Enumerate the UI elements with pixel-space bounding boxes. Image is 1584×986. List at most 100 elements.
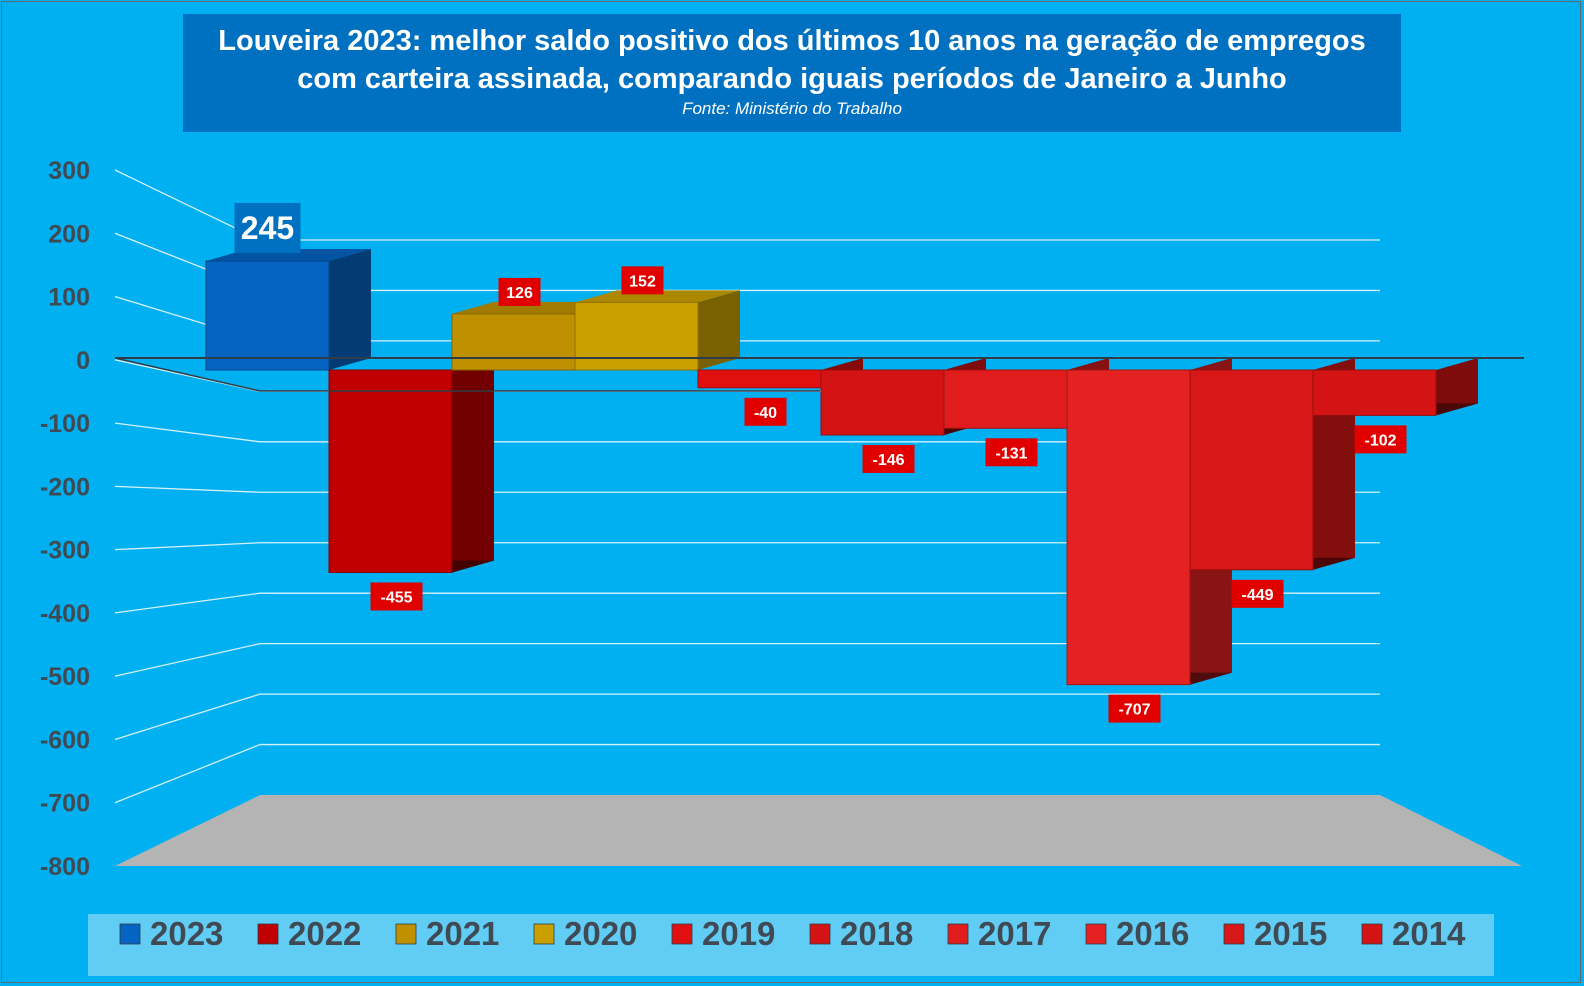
y-tick-label: -100 xyxy=(40,410,90,438)
legend-item-2023: 2023 xyxy=(119,915,223,952)
legend-swatch xyxy=(1085,923,1107,945)
legend-label: 2015 xyxy=(1254,915,1327,952)
legend-swatch xyxy=(257,923,279,945)
bar-side xyxy=(1436,358,1478,416)
data-labels: 245 -455 126 152 -40 -146 -131 -707 -449 -102 xyxy=(234,202,1407,723)
bar-2023 xyxy=(205,248,371,371)
legend-label: 2017 xyxy=(978,915,1051,952)
data-label-text: 245 xyxy=(241,210,294,246)
y-tick-label: -500 xyxy=(40,663,90,691)
bar-front xyxy=(697,369,822,389)
bars xyxy=(205,248,1478,686)
legend-label: 2014 xyxy=(1392,915,1466,952)
data-label-2014: -102 xyxy=(1354,425,1407,454)
bar-front xyxy=(451,313,576,371)
bar-front xyxy=(1066,369,1191,686)
legend-label: 2021 xyxy=(426,915,499,952)
legend-swatch xyxy=(947,923,969,945)
legend-label: 2023 xyxy=(150,915,223,952)
data-label-box xyxy=(234,202,301,253)
bar-2014 xyxy=(1312,358,1478,416)
y-tick-label: -200 xyxy=(40,473,90,501)
legend-item-2019: 2019 xyxy=(671,915,775,952)
chart-source: Fonte: Ministério do Trabalho xyxy=(682,99,902,118)
y-axis-ticks: 300 200 100 0 -100 -200 -300 -400 -500 -600 -700 -8… xyxy=(40,157,90,881)
data-label-text: 126 xyxy=(506,285,533,302)
y-tick-label: -800 xyxy=(40,853,90,881)
data-label-box xyxy=(1231,579,1284,608)
legend-item-2022: 2022 xyxy=(257,915,361,952)
data-label-box xyxy=(862,444,915,473)
y-tick-label: -700 xyxy=(40,790,90,818)
side-gridline xyxy=(114,743,261,804)
y-tick-label: 0 xyxy=(76,347,90,375)
data-label-text: -40 xyxy=(754,405,777,422)
bar-front xyxy=(328,369,453,573)
data-label-2017: -131 xyxy=(985,438,1038,467)
legend-item-2015: 2015 xyxy=(1223,915,1327,952)
side-gridline xyxy=(114,643,261,677)
legend-swatch xyxy=(395,923,417,945)
legend-swatch xyxy=(533,923,555,945)
data-label-text: -102 xyxy=(1364,432,1396,449)
bar-side xyxy=(698,290,740,370)
chart-title-line-2: com carteira assinada, comparando iguais… xyxy=(297,63,1287,95)
y-tick-label: -600 xyxy=(40,726,90,754)
legend-item-2020: 2020 xyxy=(533,915,637,952)
data-label-text: 152 xyxy=(629,273,656,290)
data-label-2015: -449 xyxy=(1231,579,1284,608)
legend-item-2021: 2021 xyxy=(395,915,499,952)
zero-line xyxy=(114,357,1524,392)
bar-side xyxy=(452,358,494,573)
data-label-box xyxy=(985,438,1038,467)
side-gridline xyxy=(114,693,261,741)
bar-side xyxy=(329,248,371,370)
bar-front xyxy=(1312,369,1437,416)
data-label-2019: -40 xyxy=(744,397,787,426)
legend-swatch xyxy=(1223,923,1245,945)
chart-floor xyxy=(115,795,1522,866)
chart-title-line-1: Louveira 2023: melhor saldo positivo dos… xyxy=(218,25,1366,57)
y-tick-label: -300 xyxy=(40,537,90,565)
side-gridline xyxy=(114,592,261,614)
data-label-2020: 152 xyxy=(621,266,664,295)
data-label-text: -455 xyxy=(380,589,412,606)
data-label-text: -146 xyxy=(872,452,904,469)
data-label-text: -449 xyxy=(1241,587,1273,604)
legend-item-2017: 2017 xyxy=(947,915,1051,952)
bar-cap xyxy=(575,290,740,303)
y-tick-label: 100 xyxy=(48,284,90,312)
floor-plane xyxy=(115,795,1522,866)
legend-label: 2016 xyxy=(1116,915,1189,952)
side-gridline xyxy=(114,422,261,443)
data-label-box xyxy=(370,582,423,611)
side-gridline xyxy=(114,485,261,493)
legend: 2023 2022 2021 2020 2019 2018 2017 2016 2015 2014 xyxy=(119,915,1466,952)
zero-axis-diagonal xyxy=(114,357,261,392)
legend-item-2014: 2014 xyxy=(1361,915,1466,952)
data-label-2018: -146 xyxy=(862,444,915,473)
data-label-box xyxy=(621,266,664,295)
legend-swatch xyxy=(1361,923,1383,945)
legend-swatch xyxy=(671,923,693,945)
data-label-text: -131 xyxy=(995,445,1027,462)
legend-swatch xyxy=(119,923,141,945)
data-label-2023: 245 xyxy=(234,202,301,253)
legend-label: 2022 xyxy=(288,915,361,952)
bar-front xyxy=(943,369,1068,429)
bar-2022 xyxy=(328,358,494,573)
bar-front xyxy=(820,369,945,436)
bar-front xyxy=(1189,369,1314,571)
data-label-box xyxy=(498,277,541,306)
chart-title-box: Louveira 2023: melhor saldo positivo dos… xyxy=(183,14,1401,132)
data-label-box xyxy=(1108,694,1161,723)
legend-item-2016: 2016 xyxy=(1085,915,1189,952)
legend-label: 2019 xyxy=(702,915,775,952)
data-label-text: -707 xyxy=(1118,702,1150,719)
legend-box xyxy=(88,914,1494,976)
bar-2016 xyxy=(1066,358,1232,686)
data-label-box xyxy=(1354,425,1407,454)
side-gridline xyxy=(114,542,261,551)
legend-label: 2020 xyxy=(564,915,637,952)
